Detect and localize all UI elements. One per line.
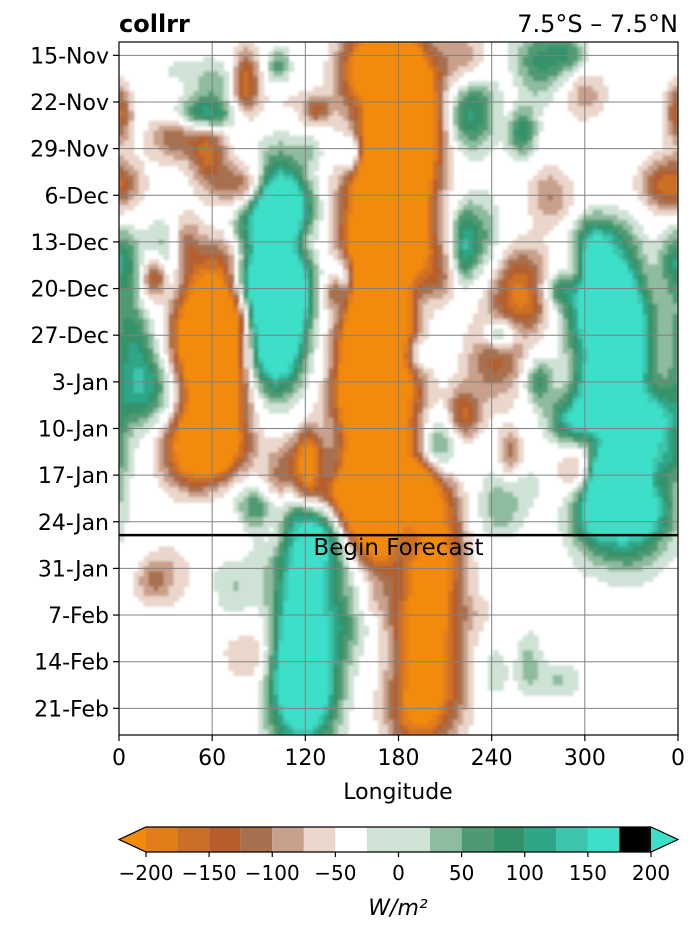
y-tick-label: 27-Dec: [30, 324, 109, 349]
x-tick-label: 240: [471, 746, 513, 771]
x-tick-label: 60: [198, 746, 226, 771]
y-axis: 15-Nov 22-Nov 29-Nov 6-Dec 13-Dec 20-Dec 27-De…: [30, 44, 119, 722]
y-tick-label: 17-Jan: [38, 464, 109, 489]
chart-title: collrr: [119, 10, 190, 38]
y-tick-label: 6-Dec: [44, 184, 109, 209]
colorbar-segment: [524, 827, 557, 852]
colorbar-segment: [303, 827, 336, 852]
x-tick-label: 0: [671, 746, 685, 771]
colorbar-segment: [461, 827, 494, 852]
y-tick-label: 24-Jan: [38, 511, 109, 536]
colorbar-tick-label: −150: [182, 861, 237, 885]
colorbar-tick-label: −100: [245, 861, 300, 885]
y-tick-label: 22-Nov: [30, 91, 109, 116]
colorbar-tick-label: 200: [632, 861, 670, 885]
y-tick-label: 31-Jan: [38, 557, 109, 582]
contour-field: [119, 42, 678, 735]
colorbar-tick-label: 0: [392, 861, 405, 885]
chart-subtitle: 7.5°S – 7.5°N: [517, 10, 678, 38]
x-tick-label: 0: [112, 746, 126, 771]
x-axis: 0 60 120 180 240 300 0: [112, 735, 685, 771]
x-tick-label: 300: [564, 746, 606, 771]
colorbar-segment: [146, 827, 178, 852]
colorbar-segment: [335, 827, 367, 852]
x-tick-label: 120: [284, 746, 326, 771]
colorbar-segment: [366, 827, 431, 852]
x-axis-label: Longitude: [343, 780, 452, 805]
y-tick-label: 13-Dec: [30, 231, 109, 256]
forecast-annotation: Begin Forecast: [313, 535, 483, 561]
colorbar-tick-label: −200: [119, 861, 174, 885]
colorbar-label: W/m²: [368, 896, 428, 921]
y-tick-label: 21-Feb: [34, 697, 109, 722]
y-tick-label: 14-Feb: [34, 651, 109, 676]
y-tick-label: 15-Nov: [30, 44, 109, 69]
colorbar: −200 −150 −100 −50 0 50 100 150 200: [117, 826, 680, 885]
colorbar-segment: [177, 827, 210, 852]
colorbar-segment: [272, 827, 304, 852]
colorbar-tick-label: 100: [506, 861, 544, 885]
colorbar-tick-label: 50: [449, 861, 474, 885]
y-tick-label: 20-Dec: [30, 278, 109, 303]
colorbar-segment: [240, 827, 273, 852]
colorbar-tick-label: −50: [314, 861, 356, 885]
y-tick-label: 3-Jan: [52, 371, 109, 396]
colorbar-tick-label: 150: [569, 861, 607, 885]
grid-lines: [119, 42, 678, 735]
x-tick-label: 180: [378, 746, 420, 771]
colorbar-extend-low: [119, 827, 146, 852]
y-tick-label: 29-Nov: [30, 138, 109, 163]
colorbar-segment: [209, 827, 241, 852]
colorbar-extend-high: [651, 827, 678, 852]
y-tick-label: 10-Jan: [38, 417, 109, 442]
colorbar-segment: [619, 827, 651, 852]
colorbar-segment: [493, 827, 525, 852]
colorbar-segment: [556, 827, 588, 852]
y-tick-label: 7-Feb: [48, 604, 109, 629]
colorbar-segment: [587, 827, 620, 852]
forecast-marker: Begin Forecast: [119, 533, 678, 561]
colorbar-segment: [430, 827, 462, 852]
